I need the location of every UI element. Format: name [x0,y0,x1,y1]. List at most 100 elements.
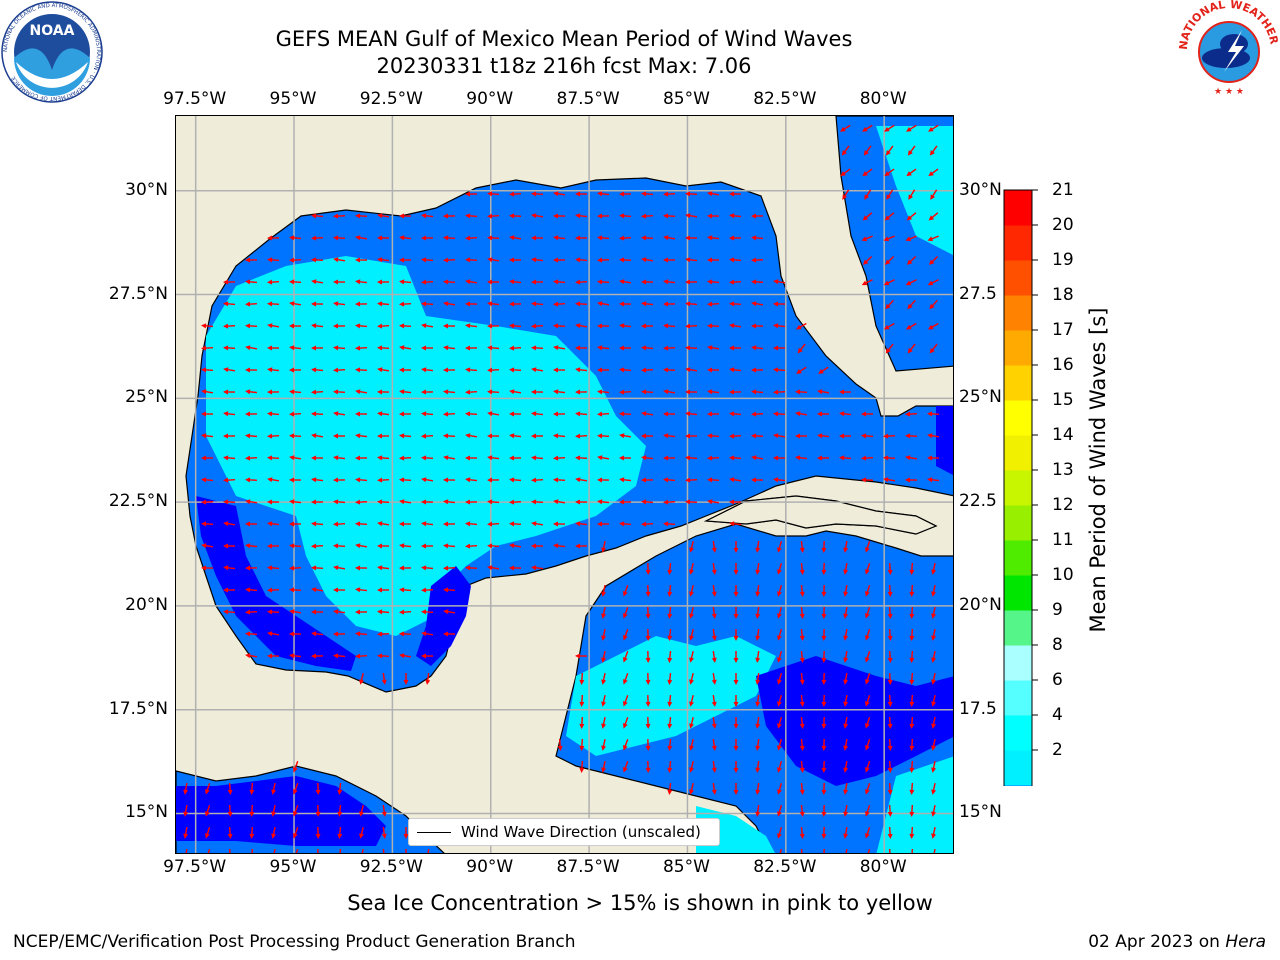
wind-wave-arrow [421,631,434,637]
wind-wave-arrow [685,191,698,197]
colorbar-segment [1004,435,1032,471]
wind-wave-arrow [733,673,739,685]
date-text: 02 Apr 2023 on [1088,932,1220,952]
wind-wave-arrow [888,848,891,853]
wind-wave-arrow [645,672,651,685]
wind-wave-arrow [799,606,805,619]
wind-wave-arrow [597,279,610,285]
wind-wave-arrow [487,367,500,373]
lon-tick-label: 92.5°W [359,89,423,109]
lon-tick-label: 85°W [662,89,710,109]
wind-wave-arrow [711,540,717,553]
wave-period-4-6s-region [206,256,646,636]
colorbar-tick-label: 19 [1052,250,1074,270]
colorbar-segment [1004,330,1032,366]
wind-wave-arrow [245,521,258,527]
lat-tick-label: 15°N [959,802,1002,823]
wind-wave-arrow [645,562,651,575]
wind-wave-arrow [292,783,299,795]
wind-wave-arrow [271,782,277,795]
wind-wave-arrow [399,455,412,461]
wind-wave-arrow [883,235,895,242]
wind-wave-arrow [553,411,566,417]
wind-wave-arrow [797,343,806,354]
wind-wave-arrow [707,301,720,307]
wind-wave-arrow [333,323,346,329]
wind-wave-arrow [355,543,368,549]
colorbar-tick-label: 20 [1052,215,1074,235]
wind-wave-arrow [201,411,214,417]
colorbar-segment [1004,295,1032,331]
wind-wave-arrow [663,213,676,219]
colorbar-tick-label: 17 [1052,320,1074,340]
lon-tick-label: 95°W [269,89,317,109]
wind-wave-arrow [777,651,783,663]
wind-wave-arrow [553,191,566,197]
wind-wave-arrow [751,213,764,219]
wind-wave-arrow [377,477,390,483]
wind-wave-arrow [443,367,456,373]
wind-wave-arrow [885,343,894,354]
wind-wave-arrow [267,411,280,417]
wind-wave-arrow [777,673,783,685]
wind-wave-arrow [773,389,786,395]
wind-wave-arrow [777,761,783,773]
wind-wave-arrow [685,213,698,219]
wind-wave-arrow [863,145,872,156]
wind-wave-arrow [667,694,673,707]
wind-wave-arrow [399,301,412,307]
wind-wave-arrow [399,257,412,263]
wind-wave-arrow [377,609,390,615]
wind-wave-arrow [905,477,918,483]
wind-wave-arrow [843,562,849,575]
wind-wave-arrow [337,782,343,795]
wind-wave-arrow [641,367,654,373]
wind-wave-arrow [553,345,566,351]
wind-wave-arrow [667,760,673,773]
wind-wave-arrow [251,848,254,853]
wind-wave-arrow [773,455,786,461]
wind-wave-arrow [267,279,280,285]
wind-wave-arrow [927,322,939,330]
wind-wave-arrow [667,606,673,619]
wind-wave-arrow [443,433,456,439]
wind-wave-arrow [443,521,456,527]
wind-wave-arrow [707,411,720,417]
wind-wave-arrow [887,650,893,663]
wind-wave-arrow [733,739,739,751]
wind-wave-arrow [865,717,871,729]
wind-wave-arrow [733,541,739,553]
wind-wave-arrow [377,433,390,439]
wind-wave-arrow [931,826,937,839]
wind-wave-arrow [821,716,827,729]
wind-wave-arrow [821,650,827,663]
wind-wave-arrow [531,235,544,241]
wind-wave-arrow [509,257,522,263]
wind-wave-arrow [201,565,214,571]
wind-wave-arrow [751,257,764,263]
wind-wave-arrow [601,760,607,773]
wind-wave-arrow [487,213,500,219]
wind-wave-arrow [421,521,434,527]
wind-wave-arrow [773,345,786,351]
lon-tick-label: 87.5°W [556,89,620,109]
wind-wave-arrow [531,433,544,439]
wind-wave-arrow [575,543,588,549]
wind-wave-arrow [311,631,324,637]
wind-wave-arrow [509,565,522,571]
wind-wave-arrow [711,694,717,707]
wind-wave-arrow [267,631,280,637]
wind-wave-arrow [799,738,805,751]
wind-wave-arrow [249,826,255,839]
wind-wave-arrow [377,587,390,593]
wind-wave-arrow [865,673,871,685]
wind-wave-arrow [531,213,544,219]
lat-tick-label: 27.5°N [108,283,168,304]
wind-wave-arrow [427,848,430,853]
wind-wave-arrow [689,540,694,553]
wind-wave-arrow [799,760,805,773]
wind-wave-arrow [443,257,456,263]
wind-wave-arrow [663,235,676,241]
wind-wave-arrow [865,783,871,795]
wind-wave-arrow [777,783,783,795]
